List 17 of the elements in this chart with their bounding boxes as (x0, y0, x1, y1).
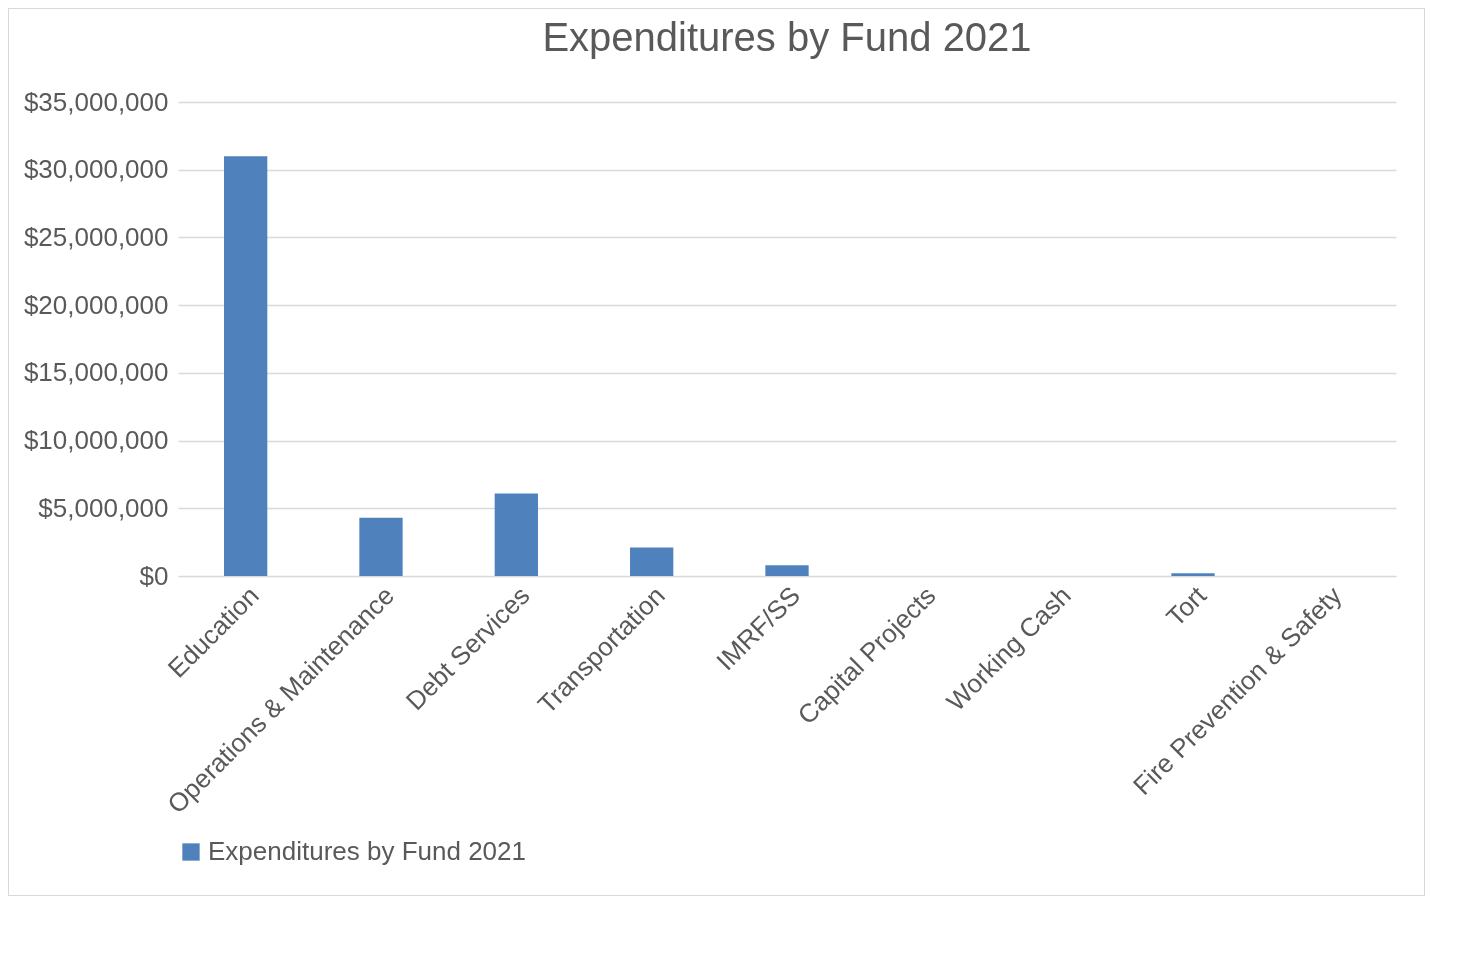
chart-title: Expenditures by Fund 2021 (542, 15, 1032, 59)
y-tick-label: $20,000,000 (23, 289, 169, 320)
y-tick-label: $15,000,000 (23, 357, 169, 388)
bar (224, 156, 268, 576)
y-tick-label: $35,000,000 (23, 86, 169, 117)
y-tick-label: $25,000,000 (23, 221, 169, 252)
bar (359, 517, 403, 576)
x-tick-label: Tort (1160, 579, 1213, 633)
y-tick-label: $0 (139, 560, 169, 591)
bar (765, 565, 809, 576)
bar (1171, 573, 1215, 576)
y-tick-label: $30,000,000 (23, 154, 169, 185)
y-tick-label: $5,000,000 (38, 492, 169, 523)
legend-label: Expenditures by Fund 2021 (208, 836, 526, 866)
y-tick-label: $10,000,000 (23, 425, 169, 456)
bar (494, 493, 538, 576)
bar (630, 547, 674, 576)
